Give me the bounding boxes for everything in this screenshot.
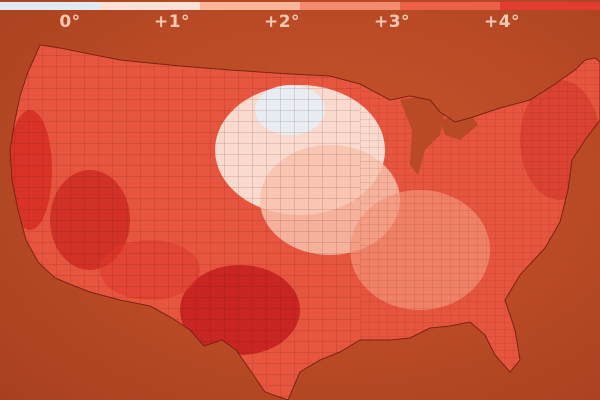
lake-huron xyxy=(440,112,478,140)
legend-color-scale xyxy=(0,2,600,10)
legend-tick-1: +1° xyxy=(153,12,191,32)
legend-swatch-2 xyxy=(300,2,400,10)
legend-tick-3: +3° xyxy=(373,12,411,32)
temperature-legend: 0° +1° +2° +3° +4° xyxy=(0,0,600,36)
county-grid-east xyxy=(360,45,600,400)
legend-tick-0: 0° xyxy=(59,12,81,32)
county-temperature-map xyxy=(9,44,600,400)
legend-swatch-1 xyxy=(200,2,300,10)
us-outline xyxy=(9,44,600,400)
great-lakes xyxy=(400,95,445,175)
legend-swatch-cool xyxy=(0,2,100,10)
legend-tick-2: +2° xyxy=(263,12,301,32)
legend-swatch-3 xyxy=(400,2,500,10)
legend-tick-4: +4° xyxy=(483,12,521,32)
county-grid-west xyxy=(10,45,360,400)
contiguous-us xyxy=(10,45,600,400)
legend-swatch-4 xyxy=(500,2,600,10)
legend-swatch-0 xyxy=(100,2,200,10)
